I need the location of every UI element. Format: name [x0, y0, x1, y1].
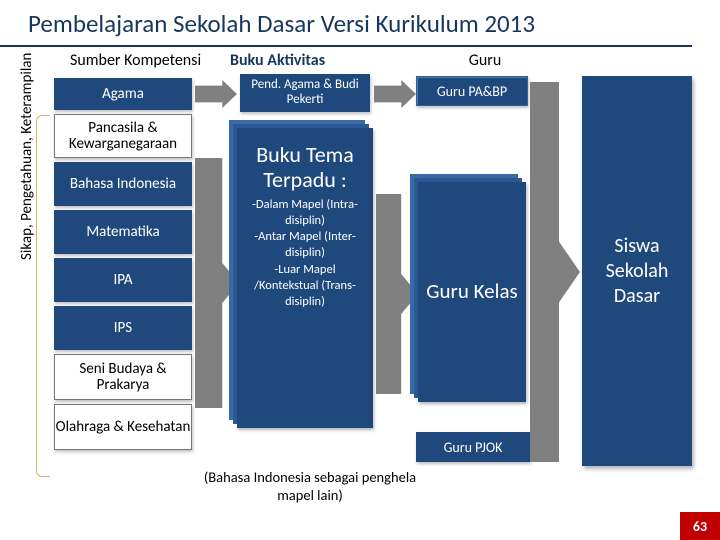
header-buku: Buku Aktivitas: [230, 51, 410, 70]
side-rotated-label: Sikap, Pengetahuan, Keterampilan: [18, 53, 36, 260]
curly-bracket: [36, 115, 50, 477]
subject-ipa: IPA: [54, 258, 192, 302]
subject-matematika: Matematika: [54, 210, 192, 254]
guru-religion: Guru PA&BP: [416, 76, 528, 106]
subject-bahasa-indonesia: Bahasa Indonesia: [54, 162, 192, 206]
column-headers: Sumber Kompetensi Buku Aktivitas Guru: [0, 47, 720, 74]
header-guru: Guru: [410, 51, 560, 70]
book-tema-terpadu: Buku Tema Terpadu : -Dalam Mapel (Intra-…: [237, 128, 373, 428]
tema-subtext: -Dalam Mapel (Intra-disiplin) -Antar Map…: [245, 197, 365, 311]
arrow-icon: [195, 80, 237, 108]
book-religion: Pend. Agama & Budi Pekerti: [240, 74, 370, 112]
arrow-icon: [376, 194, 418, 394]
subject-seni-budaya: Seni Budaya & Prakarya: [54, 354, 192, 400]
arrow-icon: [195, 158, 239, 408]
subject-agama: Agama: [54, 78, 192, 110]
arrow-icon: [530, 82, 580, 462]
header-sumber: Sumber Kompetensi: [70, 51, 230, 70]
subjects-column: Agama Pancasila & Kewarganegaraan Bahasa…: [54, 78, 192, 454]
arrow-icon: [374, 80, 416, 108]
guru-kelas: Guru Kelas: [418, 182, 526, 402]
guru-pjok: Guru PJOK: [416, 432, 530, 462]
slide-title: Pembelajaran Sekolah Dasar Versi Kurikul…: [0, 0, 692, 47]
subject-olahraga: Olahraga & Kesehatan: [54, 404, 192, 450]
footnote: (Bahasa Indonesia sebagai penghela mapel…: [200, 468, 420, 504]
siswa-box: Siswa Sekolah Dasar: [582, 76, 692, 466]
subject-ips: IPS: [54, 306, 192, 350]
page-number: 63: [680, 512, 720, 540]
tema-title: Buku Tema Terpadu :: [245, 142, 365, 193]
subject-pancasila: Pancasila & Kewarganegaraan: [54, 114, 192, 158]
